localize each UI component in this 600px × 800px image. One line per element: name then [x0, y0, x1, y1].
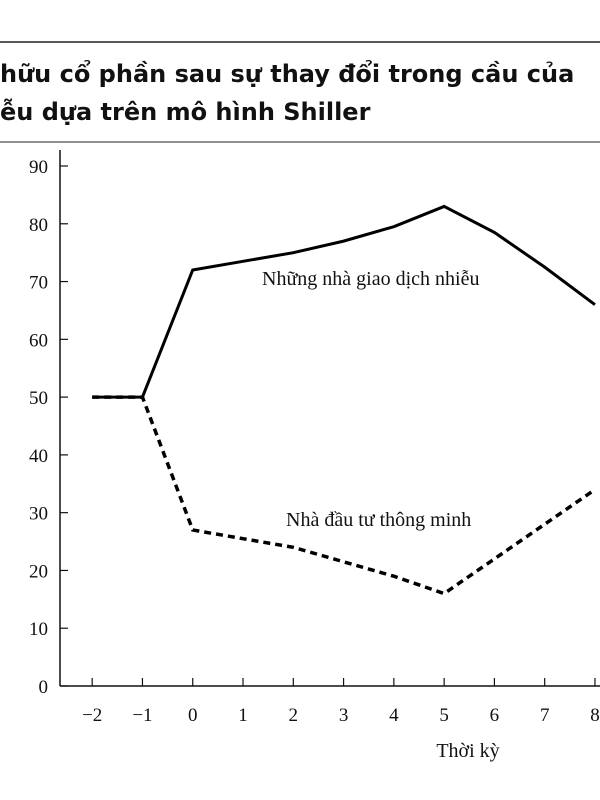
y-tick-label: 80: [29, 215, 48, 236]
y-tick-label: 70: [29, 273, 48, 294]
y-tick-label: 50: [29, 388, 48, 409]
series-label: Nhà đầu tư thông minh: [286, 509, 471, 531]
x-tick-label: 7: [540, 705, 550, 726]
y-tick-label: 40: [29, 446, 48, 467]
x-tick-label: 5: [439, 705, 449, 726]
x-tick-label: −2: [82, 705, 102, 726]
series-line: [92, 395, 596, 596]
x-axis-label: Thời kỳ: [436, 740, 499, 762]
x-tick-label: 4: [389, 705, 399, 726]
series-line: [92, 204, 596, 399]
y-tick-label: 20: [29, 561, 48, 582]
y-tick-label: 10: [29, 619, 48, 640]
x-tick-label: −1: [132, 705, 152, 726]
y-tick-label: 30: [29, 504, 48, 525]
chart-subtitle: ễu dựa trên mô hình Shiller: [0, 97, 371, 126]
x-tick-label: 1: [238, 705, 248, 726]
y-tick-label: 90: [29, 157, 48, 178]
chart-title: hữu cổ phần sau sự thay đổi trong cầu củ…: [0, 58, 574, 88]
x-tick-label: 6: [490, 705, 500, 726]
x-tick-label: 3: [339, 705, 349, 726]
y-tick-label: 60: [29, 330, 48, 351]
series-label: Những nhà giao dịch nhiễu: [262, 268, 479, 290]
y-tick-label: 0: [39, 677, 49, 698]
x-tick-label: 0: [188, 705, 198, 726]
x-tick-label: 8: [590, 705, 600, 726]
x-tick-label: 2: [289, 705, 299, 726]
